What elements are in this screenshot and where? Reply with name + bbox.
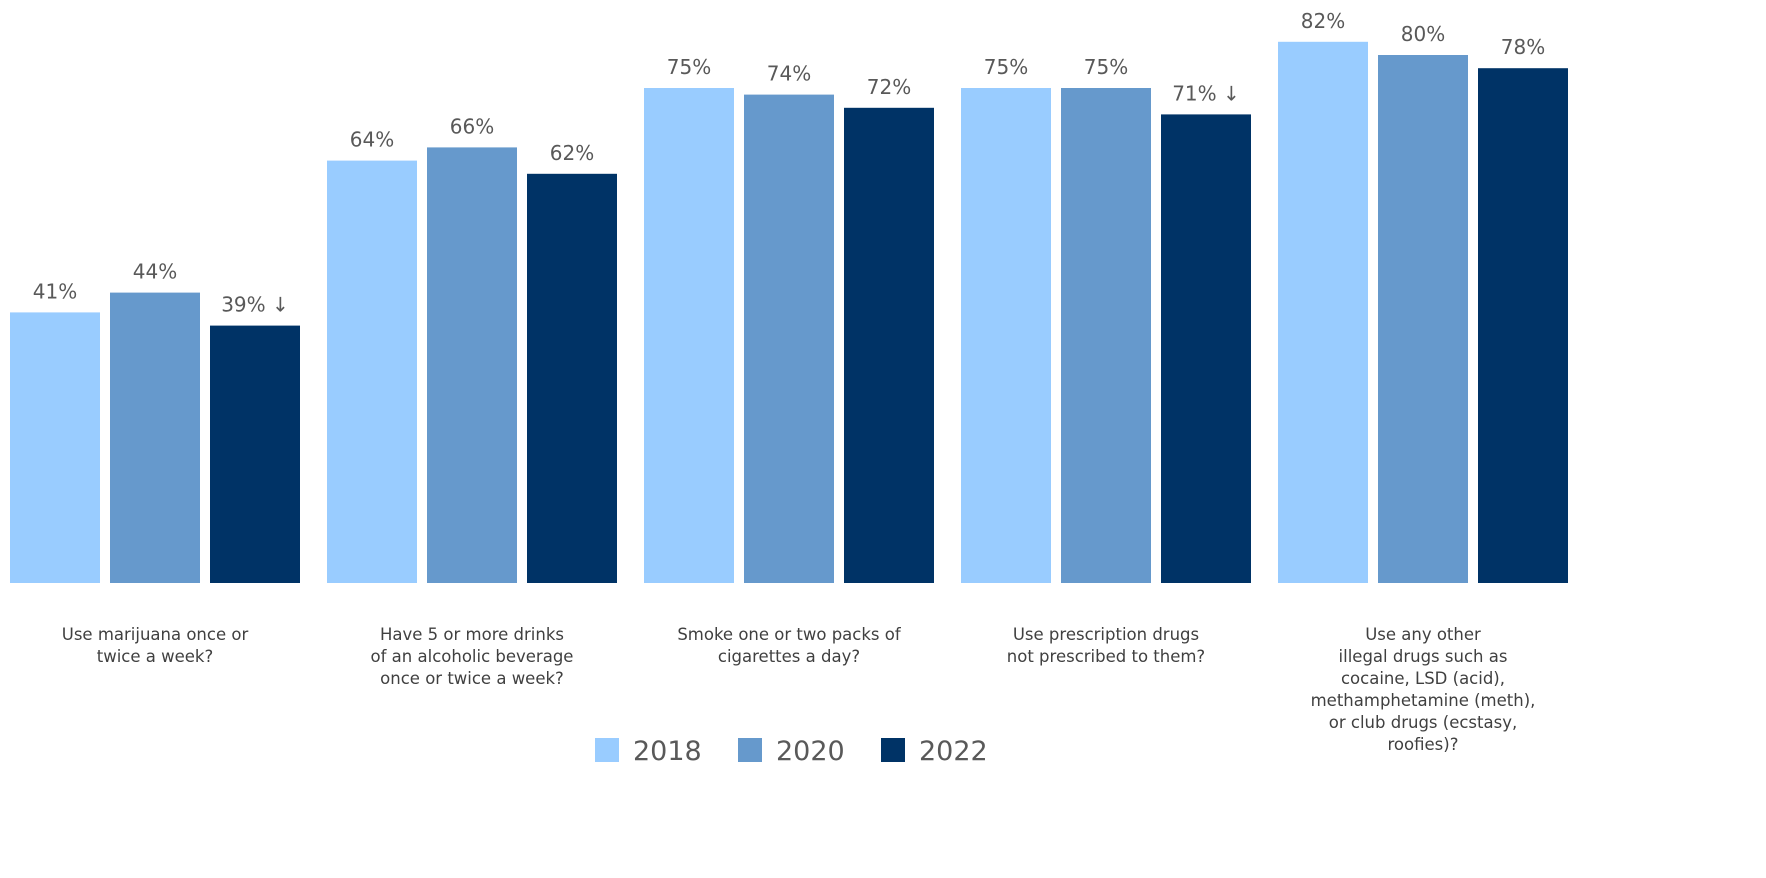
bar xyxy=(327,160,417,583)
bar xyxy=(110,292,200,583)
bar xyxy=(1061,88,1151,583)
bar xyxy=(1478,68,1568,583)
bar xyxy=(427,147,517,583)
data-label: 82% xyxy=(1301,9,1345,33)
data-label: 80% xyxy=(1401,22,1445,46)
bar xyxy=(644,88,734,583)
category-label: Use any other illegal drugs such as cocain… xyxy=(1311,625,1536,754)
data-label: 44% xyxy=(133,260,177,284)
category-label: Smoke one or two packs of cigarettes a da… xyxy=(677,625,902,666)
category-label: Use marijuana once or twice a week? xyxy=(62,625,249,666)
legend-swatch xyxy=(881,738,905,762)
data-label: 62% xyxy=(550,141,594,165)
data-label: 75% xyxy=(667,55,711,79)
data-label: 64% xyxy=(350,128,394,152)
data-label: 66% xyxy=(450,114,494,138)
bar xyxy=(210,325,300,583)
bar xyxy=(1161,114,1251,584)
legend-swatch xyxy=(738,738,762,762)
bar xyxy=(744,94,834,583)
data-label: 41% xyxy=(33,279,77,303)
bar xyxy=(1378,55,1468,583)
legend-label: 2020 xyxy=(776,736,845,767)
bar xyxy=(10,312,100,583)
bar xyxy=(1278,41,1368,584)
data-label: 75% xyxy=(984,55,1028,79)
legend-swatch xyxy=(595,738,619,762)
bar xyxy=(844,107,934,584)
legend-label: 2022 xyxy=(919,736,988,767)
legend-label: 2018 xyxy=(633,736,702,767)
bar xyxy=(961,88,1051,583)
data-label: 78% xyxy=(1501,35,1545,59)
category-label: Use prescription drugs not prescribed to … xyxy=(1007,625,1205,666)
data-label: 71% ↓ xyxy=(1172,81,1240,105)
data-label: 74% xyxy=(767,62,811,86)
data-label: 39% ↓ xyxy=(221,293,289,317)
category-label: Have 5 or more drinks of an alcoholic bev… xyxy=(371,625,574,688)
data-label: 75% xyxy=(1084,55,1128,79)
data-label: 72% xyxy=(867,75,911,99)
bar xyxy=(527,173,617,584)
